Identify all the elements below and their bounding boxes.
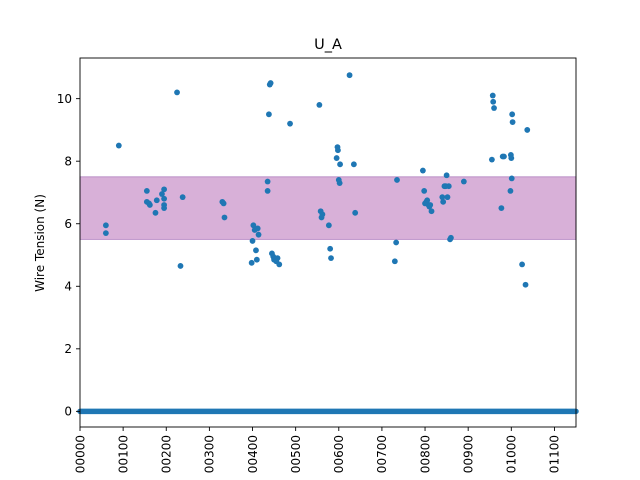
- data-point: [255, 231, 262, 238]
- data-point: [428, 208, 435, 215]
- data-point: [427, 202, 434, 208]
- data-point: [319, 211, 326, 218]
- data-point: [328, 255, 334, 262]
- data-point: [143, 188, 150, 194]
- data-point: [394, 177, 400, 183]
- data-point: [253, 247, 259, 254]
- x-tick-label: 00300: [203, 435, 217, 473]
- x-tick-label: 00200: [160, 435, 174, 473]
- data-point: [350, 161, 357, 168]
- data-point: [174, 89, 180, 96]
- data-point: [316, 102, 323, 108]
- data-point: [146, 202, 153, 208]
- data-point: [264, 188, 271, 194]
- data-point: [274, 255, 281, 262]
- data-point: [267, 80, 274, 86]
- x-tick-label: 00400: [246, 435, 260, 473]
- data-point: [440, 198, 447, 205]
- data-point: [221, 214, 228, 221]
- data-point: [161, 186, 168, 193]
- data-point: [253, 256, 260, 263]
- y-tick-label: 6: [64, 217, 72, 231]
- data-point: [346, 72, 353, 79]
- data-point: [161, 205, 168, 212]
- y-tick-label: 8: [64, 154, 72, 168]
- x-tick-label: 00100: [116, 435, 130, 473]
- data-point: [489, 92, 496, 99]
- data-point: [419, 167, 426, 174]
- x-tick-label: 00000: [73, 435, 87, 473]
- chart-title: U_A: [314, 37, 342, 53]
- data-point: [352, 209, 359, 216]
- axes-frame: [79, 57, 577, 428]
- data-point: [391, 258, 398, 265]
- data-point: [220, 200, 227, 207]
- x-tick-label: 00900: [461, 435, 475, 473]
- data-point: [445, 183, 452, 190]
- plot-area: 0 2 4 6 8 10 00000 00100 00200 00300 00400 00500 006…: [57, 57, 579, 473]
- data-point: [501, 153, 507, 160]
- data-point: [276, 261, 283, 268]
- data-point: [448, 234, 454, 241]
- data-point: [460, 178, 467, 185]
- x-tick-label: 00800: [418, 435, 432, 473]
- data-point: [509, 111, 516, 118]
- data-point: [333, 155, 340, 161]
- data-point: [519, 261, 525, 268]
- data-point: [337, 161, 343, 168]
- y-tick-label: 4: [64, 280, 72, 294]
- data-point: [249, 238, 256, 244]
- data-point: [507, 188, 514, 194]
- data-point: [327, 245, 334, 252]
- data-point: [336, 180, 343, 186]
- x-tick-label: 01100: [548, 435, 562, 473]
- data-point: [439, 194, 446, 201]
- data-point: [421, 188, 428, 194]
- x-tick-label: 00500: [289, 435, 303, 473]
- y-axis-label: Wire Tension (N): [33, 194, 47, 292]
- data-point: [161, 195, 168, 202]
- data-point: [266, 111, 272, 118]
- data-point: [179, 194, 186, 201]
- data-point: [491, 105, 497, 111]
- data-point: [498, 205, 505, 212]
- data-point: [102, 222, 109, 229]
- data-point: [393, 239, 400, 246]
- data-point: [524, 127, 531, 133]
- data-point: [508, 175, 515, 182]
- data-point: [335, 147, 341, 154]
- data-point: [522, 281, 529, 288]
- data-point: [177, 263, 184, 269]
- data-point: [102, 230, 109, 237]
- data-point: [490, 98, 497, 105]
- data-point: [152, 209, 159, 216]
- data-point: [488, 156, 495, 163]
- data-point: [115, 142, 122, 149]
- data-point: [325, 222, 332, 229]
- data-point: [443, 172, 450, 179]
- data-point: [509, 119, 516, 126]
- data-point: [508, 155, 515, 161]
- y-tick-label: 10: [57, 92, 72, 106]
- data-point: [444, 194, 451, 201]
- x-tick-label: 01000: [505, 435, 519, 473]
- data-point: [159, 191, 165, 197]
- data-point: [264, 178, 271, 185]
- data-point: [248, 259, 255, 266]
- data-point: [424, 197, 431, 204]
- x-tick-label: 00700: [375, 435, 389, 473]
- x-tick-label: 00600: [332, 435, 346, 473]
- data-point: [250, 222, 257, 229]
- data-point: [254, 225, 261, 232]
- y-tick-label: 2: [64, 342, 72, 356]
- y-tick-label: 0: [64, 405, 72, 419]
- data-point: [153, 197, 160, 204]
- data-point: [287, 120, 293, 127]
